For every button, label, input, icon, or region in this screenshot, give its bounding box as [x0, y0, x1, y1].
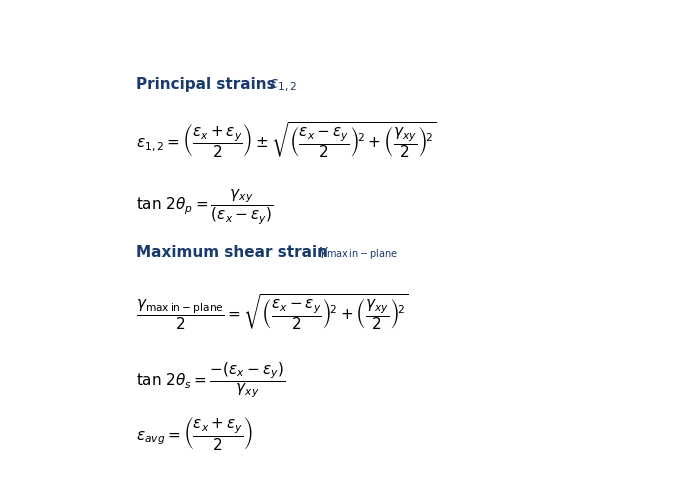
Text: $\varepsilon_{1,2} = \left(\dfrac{\varepsilon_x + \varepsilon_y}{2}\right) \pm \: $\varepsilon_{1,2} = \left(\dfrac{\varep… [136, 120, 437, 160]
Text: $\tan\,2\theta_p = \dfrac{\gamma_{xy}}{\left(\varepsilon_x - \varepsilon_y\right: $\tan\,2\theta_p = \dfrac{\gamma_{xy}}{\… [136, 187, 274, 226]
Text: $\gamma_{\mathrm{max\,in-plane}}$: $\gamma_{\mathrm{max\,in-plane}}$ [317, 245, 398, 262]
Text: Principal strains: Principal strains [136, 78, 281, 93]
Text: $\varepsilon_{avg} = \left(\dfrac{\varepsilon_x + \varepsilon_y}{2}\right)$: $\varepsilon_{avg} = \left(\dfrac{\varep… [136, 415, 253, 452]
Text: $\varepsilon_{1,2}$: $\varepsilon_{1,2}$ [269, 78, 297, 94]
Text: $\dfrac{\gamma_{\mathrm{max\,in-plane}}}{2} = \sqrt{\left(\dfrac{\varepsilon_x -: $\dfrac{\gamma_{\mathrm{max\,in-plane}}}… [136, 292, 409, 332]
Text: $\tan\,2\theta_s = \dfrac{-\left(\varepsilon_x - \varepsilon_y\right)}{\gamma_{x: $\tan\,2\theta_s = \dfrac{-\left(\vareps… [136, 361, 285, 400]
Text: Maximum shear strain: Maximum shear strain [136, 245, 333, 261]
